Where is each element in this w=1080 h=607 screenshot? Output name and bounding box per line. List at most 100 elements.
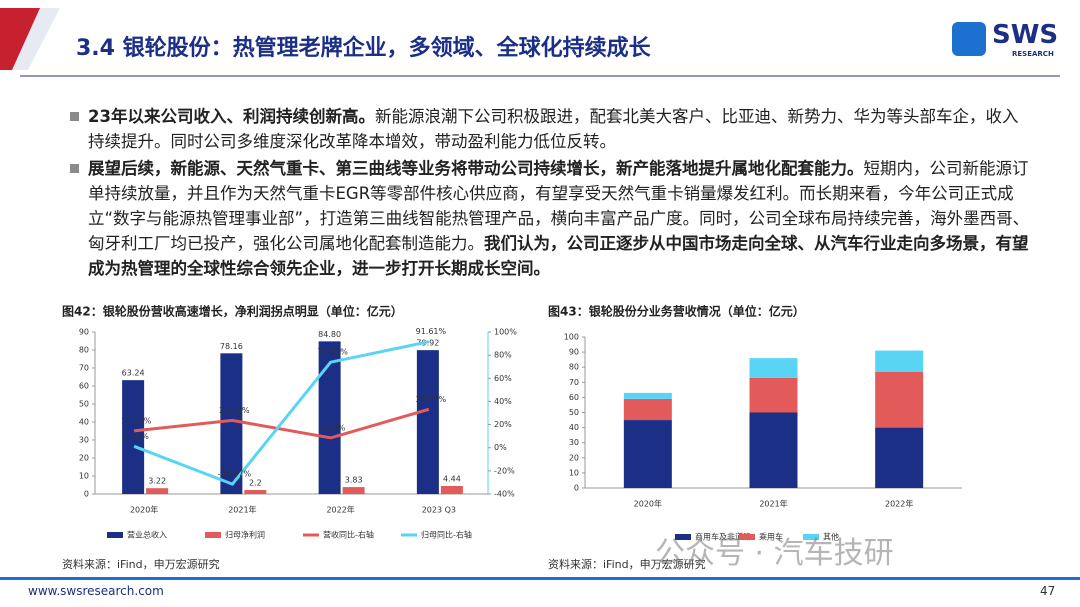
x-tick-label: 2020年 <box>634 499 662 509</box>
y-tick-label: 50 <box>569 408 579 417</box>
legend-swatch <box>803 534 819 540</box>
data-label: 73.92% <box>317 348 348 357</box>
data-label: 3.22 <box>148 477 166 486</box>
data-label: 2.2 <box>249 479 262 488</box>
legend-label: 归母同比-右轴 <box>421 530 472 540</box>
data-label: 14.55% <box>121 416 152 425</box>
y-tick-label: 0 <box>574 484 579 493</box>
header-accent <box>0 8 40 70</box>
y-tick-label: 20 <box>569 453 579 462</box>
y-tick-label: 10 <box>79 472 89 481</box>
data-label: 23.60% <box>219 406 250 415</box>
y-tick-label: 10 <box>569 468 579 477</box>
y2-tick-label: 60% <box>494 374 512 383</box>
bar <box>146 488 169 494</box>
y2-tick-label: 80% <box>494 351 512 360</box>
bar-segment <box>623 392 672 399</box>
data-label: 91.61% <box>416 327 447 336</box>
y-tick-label: 40 <box>569 423 579 432</box>
data-label: 33.19% <box>416 395 447 404</box>
y-tick-label: 70 <box>79 364 89 373</box>
y2-tick-label: 100% <box>494 328 517 337</box>
y2-tick-label: -40% <box>494 490 515 499</box>
bullet-text: 新能源浪潮下公司积极跟进，配套北美大客户、比亚迪、新势力、华为等头部车企，收入持… <box>88 107 1019 151</box>
bar <box>440 486 463 494</box>
y-tick-label: 100 <box>564 333 579 342</box>
logo: SWS <box>992 20 1059 50</box>
x-tick-label: 2021年 <box>228 505 256 515</box>
bullet: 23年以来公司收入、利润持续创新高。新能源浪潮下公司积极跟进，配套北美大客户、比… <box>70 104 1030 154</box>
footer-url: www.swsresearch.com <box>28 584 164 598</box>
legend-label: 营收同比-右轴 <box>323 530 374 540</box>
legend-label: 乘用车 <box>759 532 783 542</box>
logo-sub: RESEARCH <box>1012 50 1054 58</box>
bar <box>122 380 145 494</box>
chart-title: 图43：银轮股份分业务营收情况（单位：亿元） <box>548 304 805 319</box>
x-tick-label: 2022年 <box>885 499 913 509</box>
legend-swatch <box>107 532 123 538</box>
y-tick-label: 60 <box>79 382 89 391</box>
logo-icon <box>952 22 986 56</box>
bar <box>416 350 439 494</box>
bullet-text: 23年以来公司收入、利润持续创新高。 <box>88 107 375 126</box>
bullet-text: 我们认为，公司正逐步从中国市场走向全球、从汽车行业走向多场景，有望成为热管理的全… <box>88 234 1029 278</box>
bar <box>220 353 243 494</box>
legend-label: 其他 <box>823 532 839 542</box>
data-label: 3.83 <box>345 476 363 485</box>
y-tick-label: 90 <box>79 328 89 337</box>
bar-segment <box>749 377 798 413</box>
data-label: 84.80 <box>318 330 341 339</box>
source: 资料来源：iFind，申万宏源研究 <box>62 557 220 571</box>
y-tick-label: 50 <box>79 400 89 409</box>
source: 资料来源：iFind，申万宏源研究 <box>548 557 706 571</box>
bar-segment <box>875 371 924 428</box>
legend-swatch <box>739 534 755 540</box>
page-number: 47 <box>1040 584 1056 598</box>
y2-tick-label: 40% <box>494 397 512 406</box>
bar-segment <box>875 427 924 488</box>
bar-segment <box>875 350 924 372</box>
x-tick-label: 2023 Q3 <box>422 506 456 515</box>
y-tick-label: 60 <box>569 393 579 402</box>
data-label: 4.44 <box>443 475 461 484</box>
y-tick-label: 70 <box>569 378 579 387</box>
legend-swatch <box>675 534 691 540</box>
bar-segment <box>623 420 672 488</box>
legend-swatch <box>205 532 221 538</box>
y-tick-label: 80 <box>569 363 579 372</box>
y-tick-label: 0 <box>84 490 89 499</box>
bar <box>318 341 341 494</box>
legend-label: 商用车及非道路 <box>695 532 751 542</box>
bar-segment <box>623 398 672 421</box>
y2-tick-label: 0% <box>494 443 507 452</box>
x-tick-label: 2021年 <box>759 499 787 509</box>
footer-rule <box>0 577 1080 580</box>
y-tick-label: 30 <box>569 438 579 447</box>
chart-title: 图42：银轮股份营收高速增长，净利润拐点明显（单位：亿元） <box>62 304 403 319</box>
data-label: 8.49% <box>320 423 346 432</box>
line <box>133 340 430 486</box>
bar-segment <box>749 358 798 378</box>
bullet-text: 短期内，公司新能源订单持续放量，并且作为天然气重卡EGR等零部件核心供应商，有望… <box>88 159 1030 253</box>
bar <box>244 490 267 494</box>
header-title: 3.4 银轮股份：热管理老牌企业，多领域、全球化持续成长 <box>76 36 651 61</box>
bullets: 23年以来公司收入、利润持续创新高。新能源浪潮下公司积极跟进，配套北美大客户、比… <box>70 104 1030 283</box>
x-tick-label: 2020年 <box>130 505 158 515</box>
data-label: -31.47% <box>218 470 252 479</box>
bullet: 展望后续，新能源、天然气重卡、第三曲线等业务将带动公司持续增长，新产能落地提升属… <box>70 156 1030 281</box>
y2-tick-label: -20% <box>494 466 515 475</box>
data-label: 78.16 <box>220 342 243 351</box>
bullet-text: 展望后续，新能源、天然气重卡、第三曲线等业务将带动公司持续增长，新产能落地提升属… <box>88 159 864 178</box>
y-tick-label: 80 <box>79 346 89 355</box>
data-label: 63.24 <box>122 369 145 378</box>
line <box>133 407 430 440</box>
y-tick-label: 90 <box>569 348 579 357</box>
x-tick-label: 2022年 <box>326 505 354 515</box>
legend-label: 营业总收入 <box>127 530 167 540</box>
bar-segment <box>749 412 798 488</box>
y-tick-label: 40 <box>79 418 89 427</box>
watermark: 公众号 · 汽车技研 <box>655 536 894 571</box>
y2-tick-label: 20% <box>494 420 512 429</box>
